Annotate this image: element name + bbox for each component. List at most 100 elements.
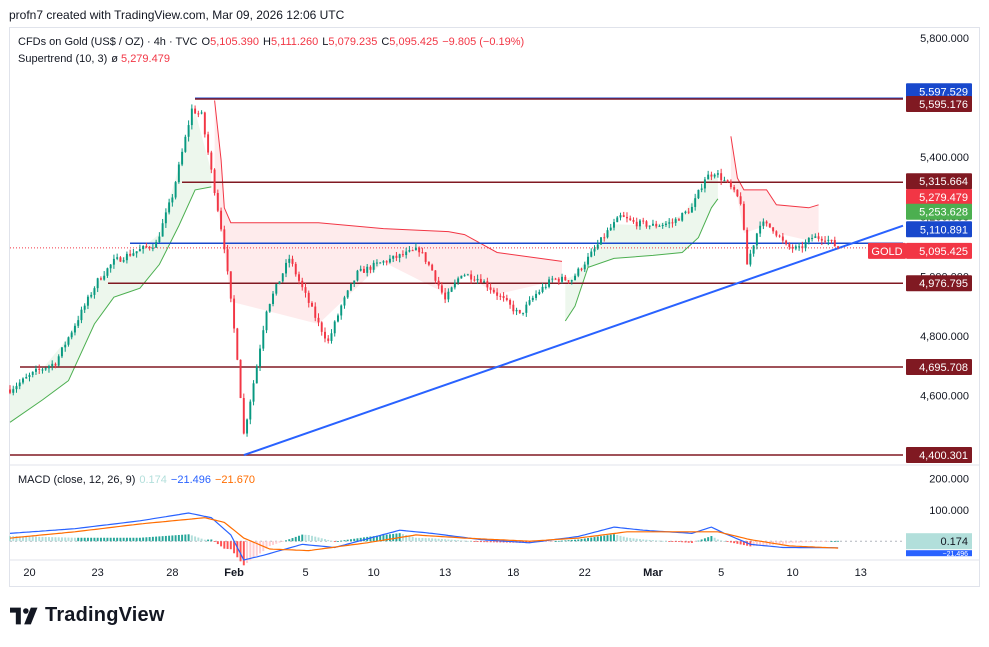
tradingview-brand[interactable]: TradingView bbox=[10, 604, 165, 627]
macd-histogram-bar bbox=[759, 541, 762, 546]
macd-histogram-bar bbox=[44, 536, 47, 542]
macd-histogram-bar bbox=[356, 538, 359, 542]
candle-body bbox=[486, 281, 489, 288]
macd-hist-value: 0.174 bbox=[139, 474, 167, 486]
chart-canvas[interactable]: 5,800.0005,400.0005,200.0005,000.0004,80… bbox=[0, 0, 989, 590]
candle-body bbox=[268, 303, 271, 312]
macd-histogram-bar bbox=[453, 539, 456, 542]
candle-body bbox=[324, 331, 326, 339]
candle-body bbox=[713, 174, 716, 177]
candle-body bbox=[616, 217, 619, 223]
candle-body bbox=[541, 286, 544, 292]
macd-histogram-bar bbox=[324, 539, 326, 542]
candle-body bbox=[330, 333, 333, 341]
candle-body bbox=[645, 221, 648, 227]
macd-histogram-bar bbox=[651, 540, 654, 542]
candle-body bbox=[239, 359, 242, 399]
macd-histogram-bar bbox=[554, 541, 557, 542]
attribution-text: profn7 created with TradingView.com, Mar… bbox=[9, 8, 345, 22]
macd-histogram-bar bbox=[246, 541, 249, 563]
candle-body bbox=[337, 315, 339, 322]
candle-body bbox=[236, 328, 239, 360]
macd-histogram-bar bbox=[90, 537, 93, 542]
macd-histogram-bar bbox=[629, 537, 632, 542]
candle-body bbox=[781, 236, 784, 241]
candle-body bbox=[366, 266, 369, 273]
candle-body bbox=[596, 244, 599, 249]
macd-label[interactable]: MACD (close, 12, 26, 9) bbox=[18, 474, 136, 486]
x-tick-label: 10 bbox=[368, 567, 380, 579]
supertrend-line-up-0 bbox=[9, 186, 212, 423]
candle-body bbox=[28, 374, 31, 377]
candle-body bbox=[479, 278, 482, 283]
candle-body bbox=[44, 368, 47, 370]
candle-body bbox=[609, 227, 612, 231]
macd-histogram-bar bbox=[775, 541, 778, 545]
axis-label-bg-darkred bbox=[906, 173, 972, 190]
macd-histogram-bar bbox=[804, 541, 807, 543]
candle-body bbox=[837, 246, 840, 248]
macd-histogram-bar bbox=[155, 536, 158, 542]
candle-body bbox=[285, 262, 287, 274]
candle-body bbox=[356, 270, 359, 281]
candle-body bbox=[259, 348, 262, 367]
macd-histogram-bar bbox=[112, 537, 115, 542]
macd-histogram-bar bbox=[710, 536, 713, 542]
symbol-label[interactable]: CFDs on Gold (US$ / OZ) · 4h · TVC bbox=[18, 36, 198, 48]
candle-body bbox=[564, 276, 567, 281]
macd-histogram-bar bbox=[142, 537, 145, 542]
macd-histogram-bar bbox=[375, 535, 378, 542]
axis-label-bg-price bbox=[906, 242, 972, 259]
eye-slash-icon[interactable]: ø bbox=[111, 53, 119, 65]
candle-body bbox=[496, 292, 499, 296]
candle-body bbox=[31, 371, 34, 375]
axis-price-label: 5,095.425 bbox=[919, 246, 968, 258]
macd-histogram-bar bbox=[408, 535, 411, 542]
macd-histogram-bar bbox=[483, 541, 486, 543]
candle-body bbox=[223, 229, 226, 250]
macd-histogram-bar bbox=[632, 538, 635, 542]
candle-body bbox=[801, 246, 804, 249]
candle-body bbox=[291, 258, 294, 264]
candle-body bbox=[181, 151, 184, 165]
macd-histogram-bar bbox=[401, 534, 404, 542]
macd-histogram-bar bbox=[359, 537, 362, 542]
candle-body bbox=[710, 174, 713, 177]
macd-histogram-bar bbox=[80, 537, 83, 542]
candle-body bbox=[522, 312, 525, 314]
macd-histogram-bar bbox=[353, 538, 356, 542]
macd-histogram-bar bbox=[252, 541, 255, 559]
macd-histogram-bar bbox=[671, 541, 674, 542]
macd-histogram-bar bbox=[791, 541, 794, 543]
macd-histogram-bar bbox=[18, 536, 21, 542]
macd-histogram-bar bbox=[207, 539, 210, 542]
candle-body bbox=[177, 164, 180, 183]
macd-signal-value: −21.670 bbox=[214, 474, 256, 486]
candle-body bbox=[694, 198, 697, 207]
macd-histogram-bar bbox=[596, 536, 599, 542]
candle-body bbox=[457, 278, 460, 283]
x-tick-label: 23 bbox=[92, 567, 104, 579]
macd-histogram-bar bbox=[47, 537, 50, 542]
axis-price-label: 5,597.529 bbox=[919, 86, 968, 98]
macd-histogram-bar bbox=[395, 533, 398, 542]
macd-histogram-bar bbox=[473, 541, 476, 542]
x-tick-label: 20 bbox=[23, 567, 35, 579]
macd-histogram-bar bbox=[281, 541, 284, 542]
axis-label-bg-darkred bbox=[906, 446, 972, 463]
candle-body bbox=[434, 270, 437, 281]
candle-body bbox=[431, 264, 434, 271]
candle-body bbox=[418, 247, 421, 253]
candle-body bbox=[414, 247, 417, 251]
x-tick-label: 5 bbox=[718, 567, 724, 579]
candle-body bbox=[548, 279, 551, 287]
axis-label-bg-darkred bbox=[906, 275, 972, 292]
macd-histogram-bar bbox=[343, 540, 346, 542]
supertrend-label[interactable]: Supertrend (10, 3) bbox=[18, 53, 108, 65]
macd-histogram-bar bbox=[184, 534, 187, 542]
candle-body bbox=[668, 222, 671, 224]
macd-histogram-bar bbox=[648, 539, 651, 542]
macd-histogram-bar bbox=[414, 537, 417, 542]
axis-price-label: 4,976.795 bbox=[919, 278, 968, 290]
candle-body bbox=[554, 278, 557, 280]
